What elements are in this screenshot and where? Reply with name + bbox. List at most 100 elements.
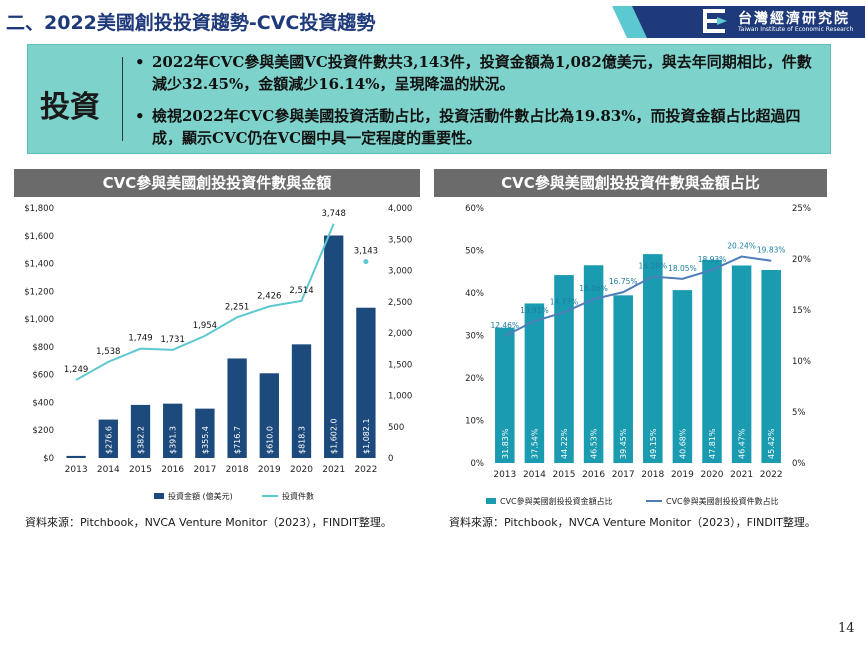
right-chart: 0% 10% 20% 30% 40% 50% 60% 0% 5% 10% 15% 20% 25% 31.8… — [465, 204, 811, 506]
y-left-tick-label: 50% — [465, 247, 484, 257]
bar — [324, 235, 344, 458]
bar — [761, 269, 781, 463]
y-right-tick-label: 3,000 — [388, 267, 412, 277]
y-right-tick-label: 1,500 — [388, 360, 412, 370]
line-value-label: 3,748 — [322, 209, 346, 219]
x-tick-label: 2017 — [193, 465, 216, 475]
y-left-tick-label: $1,000 — [24, 315, 54, 325]
bar — [613, 295, 633, 463]
summary-bullet-1: 2022年CVC參與美國VC投資件數共3,143件，投資金額為1,082億美元，… — [152, 53, 812, 93]
bar-value-label: $610.0 — [265, 426, 274, 454]
legend-line-label: CVC參與美國創投投資件數占比 — [666, 496, 779, 506]
x-tick-label: 2018 — [226, 465, 249, 475]
y-right-tick-label: 0 — [388, 454, 393, 464]
line-value-label: 1,954 — [193, 321, 217, 331]
summary-bullet-2: 檢視2022年CVC參與美國投資活動占比，投資活動件數占比為19.83%，而投資… — [152, 107, 801, 147]
x-tick-label: 2014 — [97, 465, 120, 475]
y-right-tick-label: 0% — [792, 459, 806, 469]
y-left-tick-label: $200 — [32, 426, 54, 436]
x-tick-label: 2022 — [354, 465, 377, 475]
y-left-tick-label: 30% — [465, 332, 484, 342]
bar-value-label: $1,082.1 — [362, 418, 371, 454]
legend-bar-swatch — [154, 493, 164, 499]
y-right-tick-label: 2,000 — [388, 329, 412, 339]
line-value-label: 1,731 — [161, 335, 185, 345]
line-value-label: 2,426 — [257, 291, 281, 301]
line-value-label: 1,249 — [64, 365, 88, 375]
bar-value-label: 31.83% — [501, 428, 510, 459]
bar-value-label: $1,602.0 — [330, 418, 339, 454]
line-value-label: 12.46% — [490, 321, 519, 330]
y-right-tick-label: 25% — [792, 204, 811, 214]
line-value-label: 20.24% — [727, 242, 756, 251]
line-series — [504, 255, 772, 337]
x-tick-label: 2020 — [701, 470, 724, 480]
bullet-marker: • — [135, 53, 145, 71]
legend-bar-swatch — [486, 498, 496, 504]
bar-value-label: $355.4 — [201, 426, 210, 454]
line-value-label: 2,251 — [225, 302, 249, 312]
line-series — [75, 223, 335, 381]
y-left-tick-label: $800 — [32, 343, 54, 353]
x-tick-label: 2020 — [290, 465, 313, 475]
right-source-note: 資料來源：Pitchbook，NVCA Venture Monitor（2023… — [449, 516, 816, 529]
bar — [583, 265, 604, 463]
bullet-marker: • — [135, 107, 145, 125]
bar-value-label: 49.15% — [649, 428, 658, 459]
y-right-tick-label: 500 — [388, 423, 404, 433]
line-value-label: 14.77% — [550, 297, 579, 306]
logo — [700, 7, 860, 37]
bar-value-label: $15 — [72, 439, 81, 454]
y-right-tick-label: 3,500 — [388, 235, 412, 245]
bar-value-label: 46.47% — [738, 428, 747, 459]
bar-value-label: 37.54% — [530, 428, 539, 459]
line-value-label: 18.05% — [668, 264, 697, 273]
bar-value-label: $276.6 — [104, 426, 113, 454]
y-left-tick-label: 10% — [465, 417, 484, 427]
line-value-label: 1,749 — [128, 334, 152, 344]
x-tick-label: 2016 — [161, 465, 184, 475]
left-chart-title: CVC參與美國創投投資件數與金額 — [14, 169, 420, 197]
line-value-label: 19.83% — [757, 246, 786, 255]
bar-value-label: $391.3 — [169, 426, 178, 454]
logo-mark-icon — [703, 9, 727, 33]
x-tick-label: 2014 — [523, 470, 546, 480]
bar — [495, 327, 515, 463]
line-value-label: 3,143 — [354, 247, 378, 257]
x-tick-label: 2019 — [258, 465, 281, 475]
line-value-label: 18.93% — [698, 255, 727, 264]
summary-box — [27, 44, 831, 154]
y-left-tick-label: 60% — [465, 204, 484, 214]
bar — [291, 344, 312, 458]
x-tick-label: 2021 — [730, 470, 753, 480]
bar-value-label: 39.45% — [619, 428, 628, 459]
left-chart: $0 $200 $400 $600 $800 $1,000 $1,200 $1,400 $1,6… — [24, 204, 412, 501]
bar-value-label: 40.68% — [678, 428, 687, 459]
legend-bar-label: CVC參與美國創投投資金額占比 — [500, 496, 613, 506]
y-right-tick-label: 20% — [792, 255, 811, 265]
bar-value-label: 45.42% — [767, 428, 776, 459]
bar — [702, 259, 722, 463]
y-left-tick-label: 20% — [465, 374, 484, 384]
y-left-tick-label: $1,400 — [24, 260, 54, 270]
bar-value-label: $382.2 — [137, 426, 146, 454]
x-tick-label: 2021 — [322, 465, 345, 475]
line-value-label: 13.91% — [520, 306, 549, 315]
y-right-tick-label: 2,500 — [388, 298, 412, 308]
legend-bar-label: 投資金額 (億美元) — [168, 491, 233, 501]
summary-divider — [122, 57, 123, 141]
bar-value-label: $818.3 — [298, 426, 307, 454]
x-tick-label: 2013 — [493, 470, 516, 480]
x-tick-label: 2022 — [760, 470, 783, 480]
bar — [163, 403, 183, 458]
y-right-tick-label: 4,000 — [388, 204, 412, 214]
bar — [130, 404, 151, 458]
y-left-tick-label: $600 — [32, 371, 54, 381]
page-number: 14 — [838, 621, 855, 636]
bar — [259, 373, 279, 458]
line-point — [363, 259, 369, 265]
bar — [554, 275, 574, 463]
left-source-note: 資料來源：Pitchbook，NVCA Venture Monitor（2023… — [25, 516, 392, 529]
y-left-tick-label: $400 — [32, 398, 54, 408]
line-value-label: 18.28% — [638, 262, 667, 271]
